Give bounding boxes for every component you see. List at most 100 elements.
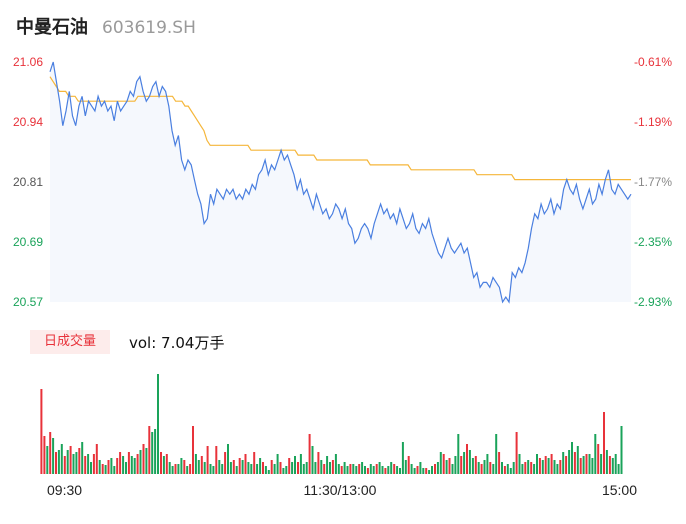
volume-bar xyxy=(168,462,171,474)
volume-bar xyxy=(60,444,63,474)
volume-bar xyxy=(288,458,291,474)
volume-bar xyxy=(431,466,433,474)
volume-bar xyxy=(428,470,431,474)
volume-bar xyxy=(384,468,387,474)
volume-bar xyxy=(90,462,92,474)
volume-bar xyxy=(445,460,448,474)
volume-bar xyxy=(521,464,524,474)
volume-bar xyxy=(547,458,550,474)
volume-bar xyxy=(585,454,588,474)
volume-bar xyxy=(256,464,259,474)
volume-bar xyxy=(369,464,372,474)
pct-tick-label: -2.35% xyxy=(634,235,672,249)
volume-bar xyxy=(276,454,279,474)
volume-bar xyxy=(387,466,390,474)
volume-bar xyxy=(133,458,136,474)
volume-bar xyxy=(154,429,157,474)
price-line xyxy=(49,61,632,304)
volume-bar xyxy=(404,460,407,474)
volume-bar xyxy=(553,460,556,474)
volume-bar xyxy=(355,466,358,474)
volume-bar xyxy=(337,464,340,474)
volume-bar xyxy=(399,468,401,474)
volume-bar xyxy=(215,446,218,474)
volume-bar xyxy=(503,466,506,474)
volume-bar xyxy=(582,456,585,474)
volume-bar xyxy=(425,468,428,474)
volume-bar xyxy=(78,448,81,474)
volume-bar xyxy=(212,466,215,474)
volume-bar xyxy=(148,426,151,474)
volume-bar xyxy=(194,454,197,474)
volume-bar xyxy=(349,464,352,474)
volume-bar xyxy=(122,456,125,474)
volume-bar xyxy=(232,460,235,474)
volume-bar xyxy=(544,456,547,474)
volume-bar xyxy=(72,454,75,474)
volume-bar xyxy=(483,460,486,474)
volume-bar xyxy=(393,464,396,474)
volume-bar xyxy=(372,466,375,474)
volume-bar xyxy=(512,462,515,474)
volume-bar xyxy=(614,454,617,474)
volume-bars xyxy=(40,374,623,474)
y-axis-percent: -0.61% -1.19% -1.77% -2.35% -2.93% xyxy=(634,55,672,309)
volume-bar xyxy=(69,446,72,474)
volume-bar xyxy=(530,462,533,474)
y-tick-label: 20.57 xyxy=(13,295,43,309)
volume-bar xyxy=(573,452,576,474)
volume-bar xyxy=(267,470,270,474)
volume-bar xyxy=(84,456,87,474)
volume-bar xyxy=(326,456,329,474)
volume-bar xyxy=(556,464,559,474)
stock-name: 中曼石油 xyxy=(16,17,88,38)
volume-bar xyxy=(107,460,110,474)
volume-bar xyxy=(463,452,466,474)
volume-bar xyxy=(291,462,294,474)
volume-bar xyxy=(375,464,378,474)
volume-bar xyxy=(468,450,471,474)
volume-bar xyxy=(299,454,302,474)
volume-bar xyxy=(262,462,264,474)
volume-bar xyxy=(413,468,416,474)
stock-code: 603619.SH xyxy=(102,18,196,38)
volume-bar xyxy=(157,374,159,474)
volume-bar xyxy=(378,462,381,474)
volume-bar xyxy=(63,456,66,474)
volume-tab[interactable]: 日成交量 xyxy=(30,330,110,354)
volume-bar xyxy=(477,462,480,474)
volume-bar xyxy=(442,454,445,474)
volume-bar xyxy=(139,450,142,474)
volume-bar xyxy=(46,446,49,474)
volume-bar xyxy=(235,466,238,474)
volume-bar xyxy=(110,458,113,474)
volume-bar xyxy=(571,442,573,474)
volume-bar xyxy=(352,464,355,474)
volume-bar xyxy=(600,454,603,474)
x-tick-label: 09:30 xyxy=(47,482,82,498)
volume-bar xyxy=(381,466,384,474)
volume-bar xyxy=(451,464,454,474)
volume-bar xyxy=(130,456,133,474)
volume-bar xyxy=(282,468,285,474)
volume-bar xyxy=(492,464,495,474)
volume-bar xyxy=(273,464,276,474)
volume-bar xyxy=(457,434,460,474)
volume-bar xyxy=(136,454,139,474)
y-tick-label: 20.69 xyxy=(13,235,43,249)
volume-bar xyxy=(151,432,154,474)
volume-bar xyxy=(346,466,349,474)
x-axis-time: 09:30 11:30/13:00 15:00 xyxy=(47,482,637,498)
volume-bar xyxy=(174,464,177,474)
volume-bar xyxy=(113,466,116,474)
volume-bar xyxy=(331,460,334,474)
volume-bar xyxy=(611,458,614,474)
volume-bar xyxy=(501,462,503,474)
volume-bar xyxy=(489,462,492,474)
volume-bar xyxy=(203,462,206,474)
volume-bar xyxy=(460,456,463,474)
volume-bar xyxy=(541,460,544,474)
volume-bar xyxy=(197,460,200,474)
volume-bar xyxy=(617,464,620,474)
volume-bar xyxy=(49,432,52,474)
